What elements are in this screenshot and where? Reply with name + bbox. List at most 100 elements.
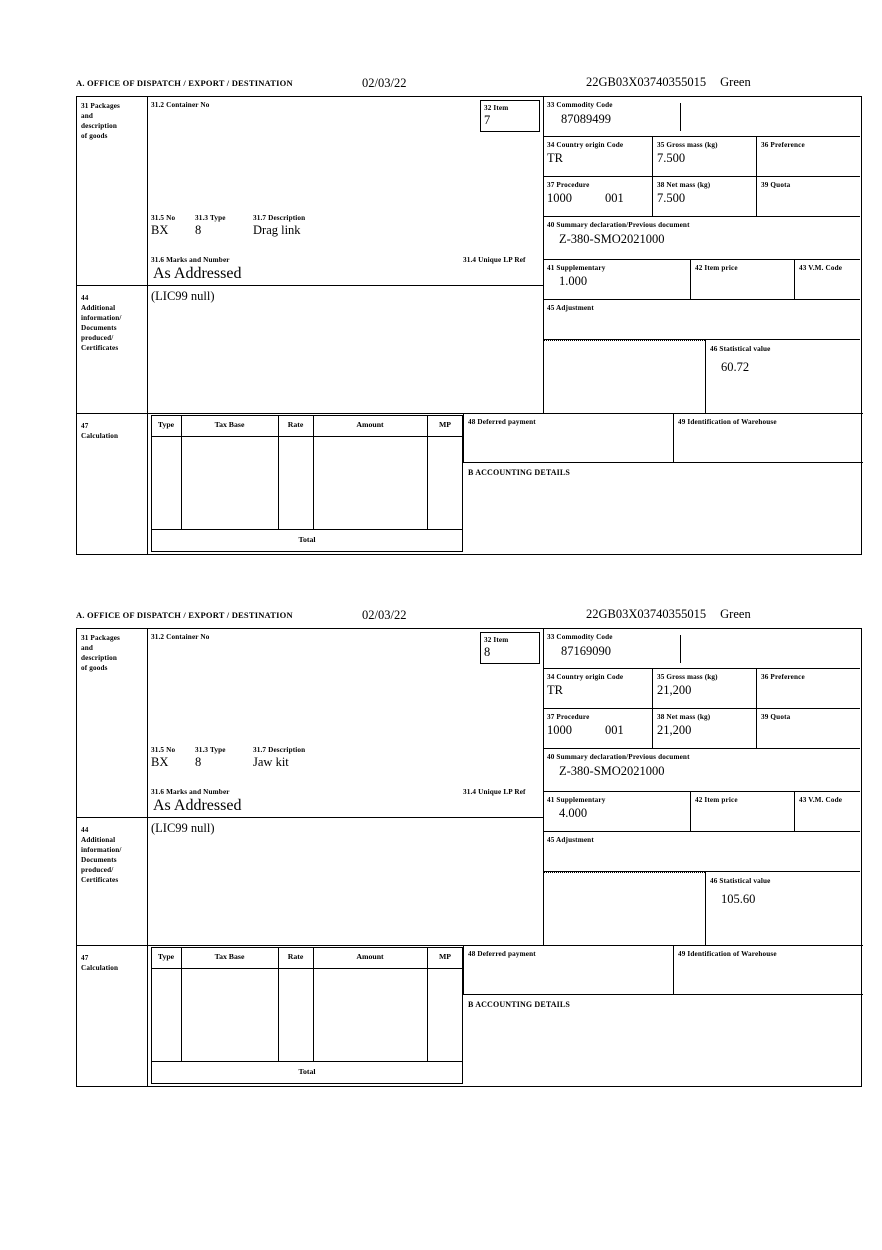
deferred-payment-label-2: 48 Deferred payment xyxy=(468,950,536,958)
deferred-payment-bottom-rule-2 xyxy=(463,994,863,995)
office-of-dispatch-label-2: A. OFFICE OF DISPATCH / EXPORT / DESTINA… xyxy=(76,610,293,620)
section-44-bottom-rule xyxy=(77,413,863,414)
calc-divider-2-2 xyxy=(278,947,279,1062)
package-type-value-2: 8 xyxy=(195,755,202,769)
warehouse-value-2 xyxy=(673,959,863,960)
calculation-stub-line-2: Calculation xyxy=(81,432,119,440)
packages-stub-2-line-2: and xyxy=(81,644,94,652)
vm-code-value-2 xyxy=(795,805,860,806)
deferred-payment-left-divider xyxy=(463,413,464,462)
preference-box-2: 36 Preference xyxy=(756,669,860,709)
quota-value-2 xyxy=(757,722,860,723)
commodity-code-label: 33 Commodity Code xyxy=(547,101,613,109)
additional-stub-line-4: Documents xyxy=(81,324,117,332)
summary-declaration-value-2: Z-380-SMO2021000 xyxy=(559,764,665,778)
packages-stub-2-line-3: description xyxy=(81,654,117,662)
packages-stub-line-3: description xyxy=(81,122,117,130)
supplementary-label-2: 41 Supplementary xyxy=(547,796,606,804)
preference-box: 36 Preference xyxy=(756,137,860,177)
calculation-stub-2-line-2: Calculation xyxy=(81,964,119,972)
packages-box-bottom-rule xyxy=(77,285,543,286)
warehouse-label: 49 Identification of Warehouse xyxy=(678,418,777,426)
item-price-box-2: 42 Item price xyxy=(690,792,794,832)
commodity-code-value-2: 87169090 xyxy=(561,644,611,658)
quota-label: 39 Quota xyxy=(761,181,791,189)
calc-header-row-2 xyxy=(151,947,463,969)
additional-information-stub-2: 44 Additional information/ Documents pro… xyxy=(77,821,147,885)
packages-stub-line-1: 31 Packages xyxy=(81,102,120,110)
container-no-label-text-2: 31.2 Container No xyxy=(151,633,210,641)
calc-column-tax-base: Tax Base xyxy=(214,420,245,429)
item-price-label-2: 42 Item price xyxy=(695,796,738,804)
vm-code-value xyxy=(795,273,860,274)
calc-column-tax-base-2: Tax Base xyxy=(214,952,245,961)
deferred-payment-box: 48 Deferred payment xyxy=(463,413,663,462)
net-mass-box-2: 38 Net mass (kg) 21,200 xyxy=(652,709,756,749)
net-mass-label: 38 Net mass (kg) xyxy=(657,181,711,189)
calc-column-rate-2: Rate xyxy=(287,952,304,961)
vm-code-label: 43 V.M. Code xyxy=(799,264,843,272)
goods-description-label: 31.7 Description xyxy=(253,214,306,222)
country-origin-value: TR xyxy=(547,151,563,165)
item-label: 32 Item xyxy=(484,104,509,112)
statistical-value-box: 46 Statistical value 60.72 xyxy=(705,340,860,413)
item-number-box-2: 32 Item 8 xyxy=(480,632,540,664)
container-no-label-text: 31.2 Container No xyxy=(151,101,210,109)
declaration-reference-2: 22GB03X03740355015 xyxy=(586,607,707,621)
statistical-dotted-left-2 xyxy=(543,872,544,945)
calc-header-row xyxy=(151,415,463,437)
calc-total-label: Total xyxy=(298,535,316,544)
calc-column-type-2: Type xyxy=(157,952,175,961)
country-origin-value-2: TR xyxy=(547,683,563,697)
package-type-label-2: 31.3 Type xyxy=(195,746,226,754)
package-type-label: 31.3 Type xyxy=(195,214,226,222)
calc-column-mp: MP xyxy=(438,420,452,429)
calc-column-amount-2: Amount xyxy=(356,952,384,961)
procedure-code-value: 1000 xyxy=(547,191,572,205)
additional-stub-2-line-2: Additional xyxy=(81,836,116,844)
additional-stub-line-5: produced/ xyxy=(81,334,114,342)
warehouse-box: 49 Identification of Warehouse xyxy=(673,413,863,462)
accounting-details-label-2: B ACCOUNTING DETAILS xyxy=(468,1000,570,1009)
unique-lp-ref-label: 31.4 Unique LP Ref xyxy=(463,256,526,264)
additional-stub-2-line-1: 44 xyxy=(81,826,89,834)
commodity-code-value: 87089499 xyxy=(561,112,611,126)
vm-code-box: 43 V.M. Code xyxy=(794,260,860,300)
container-no-value-2 xyxy=(155,647,525,663)
container-no-value xyxy=(155,115,525,131)
statistical-value-amount-2: 105.60 xyxy=(721,892,756,906)
calc-divider-1 xyxy=(181,415,182,530)
country-origin-box-2: 34 Country origin Code TR xyxy=(543,669,652,709)
stub-divider-upper xyxy=(147,97,148,287)
summary-declaration-box-2: 40 Summary declaration/Previous document… xyxy=(543,749,860,792)
preference-label: 36 Preference xyxy=(761,141,805,149)
marks-and-number-label: 31.6 Marks and Number xyxy=(151,256,230,264)
additional-stub-line-3: information/ xyxy=(81,314,122,322)
supplementary-box: 41 Supplementary 1.000 xyxy=(543,260,690,300)
adjustment-value-2 xyxy=(543,845,860,846)
gross-mass-value-2: 21,200 xyxy=(657,683,692,697)
package-labels-row: 31.5 No 31.3 Type 31.7 Description xyxy=(151,213,411,225)
procedure-extra-value-2: 001 xyxy=(605,723,624,737)
additional-stub-line-6: Certificates xyxy=(81,344,119,352)
quota-label-2: 39 Quota xyxy=(761,713,791,721)
right-column-divider-2 xyxy=(543,629,544,945)
calc-divider-3-2 xyxy=(313,947,314,1062)
item-price-value-2 xyxy=(691,805,794,806)
country-origin-box: 34 Country origin Code TR xyxy=(543,137,652,177)
stub-divider-lower-2 xyxy=(147,945,148,1086)
adjustment-value xyxy=(543,313,860,314)
declaration-reference: 22GB03X03740355015 xyxy=(586,75,707,89)
office-of-dispatch-label: A. OFFICE OF DISPATCH / EXPORT / DESTINA… xyxy=(76,78,293,88)
supplementary-label: 41 Supplementary xyxy=(547,264,606,272)
package-labels-row-2: 31.5 No 31.3 Type 31.7 Description xyxy=(151,745,411,757)
marks-and-number-value-2: As Addressed xyxy=(153,797,242,814)
calculation-stub-2: 47 Calculation xyxy=(77,949,147,973)
additional-information-value: (LIC99 null) xyxy=(151,289,215,303)
statistical-dotted-top xyxy=(543,340,705,341)
package-no-label-2: 31.5 No xyxy=(151,746,176,754)
package-values-row: BX 8 Drag link xyxy=(151,223,451,241)
statistical-dotted-left xyxy=(543,340,544,413)
marks-and-number-label-2: 31.6 Marks and Number xyxy=(151,788,230,796)
commodity-code-inner-tick-2 xyxy=(680,635,681,663)
